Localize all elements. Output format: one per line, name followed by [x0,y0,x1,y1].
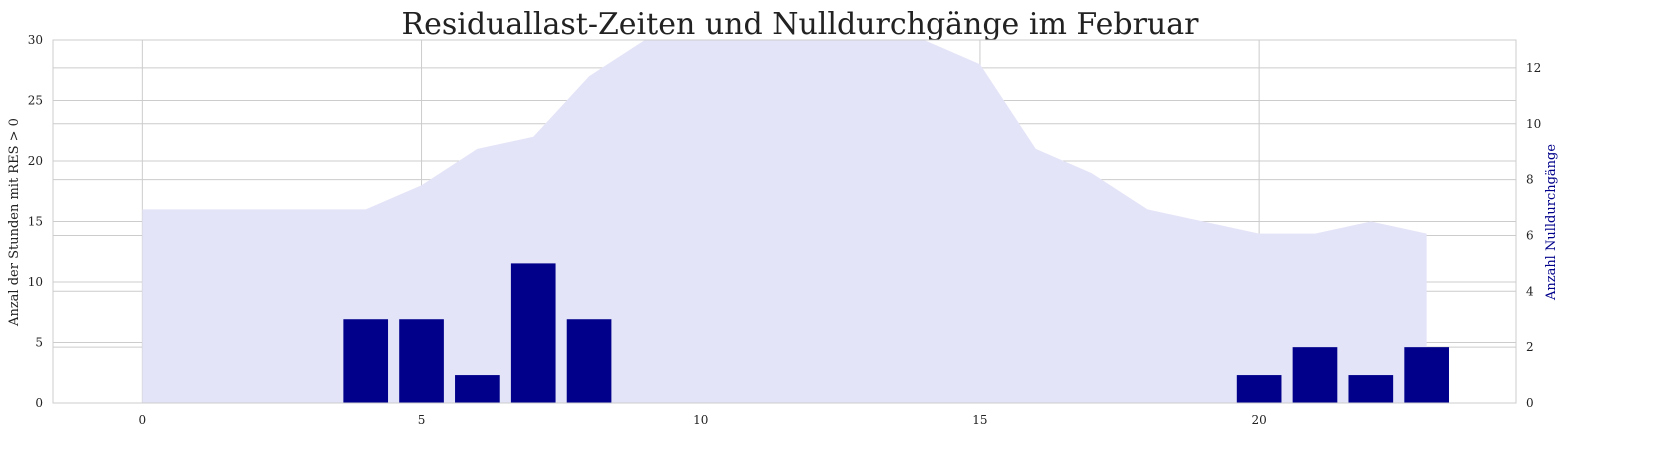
y-right-tick-label: 10 [1526,117,1541,131]
y-left-tick-label: 15 [28,215,43,229]
bar-20 [1236,375,1282,403]
bar-8 [566,319,612,403]
y-axis-right-ticks: 0 2 4 6 8 10 12 [1526,61,1541,410]
y-axis-left-ticks: 0 5 10 15 20 25 30 [28,33,43,410]
y-left-tick-label: 10 [28,275,43,289]
x-tick-label: 20 [1251,413,1266,427]
y-right-tick-label: 6 [1526,228,1534,242]
bar-5 [399,319,444,403]
bar-21 [1292,347,1338,403]
area-residual-hours [142,40,1427,403]
y-right-tick-label: 2 [1526,340,1534,354]
y-right-tick-label: 0 [1526,396,1534,410]
y-right-tick-label: 12 [1526,61,1541,75]
y-axis-left-label: Anzal der Stunden mit RES > 0 [7,118,22,327]
bar-4 [343,319,389,403]
y-right-tick-label: 4 [1526,284,1534,298]
x-tick-label: 0 [139,413,147,427]
bar-23 [1404,347,1449,403]
y-left-tick-label: 30 [28,33,43,47]
y-right-tick-label: 8 [1526,173,1534,187]
x-tick-label: 10 [693,413,708,427]
bar-6 [455,375,500,403]
x-tick-label: 15 [972,413,987,427]
y-left-tick-label: 5 [35,336,43,350]
y-left-tick-label: 0 [35,396,43,410]
y-left-tick-label: 20 [28,154,43,168]
y-left-tick-label: 25 [28,94,43,108]
bar-series [343,263,1449,403]
chart-title: Residuallast-Zeiten und Nulldurchgänge i… [402,7,1200,42]
bar-7 [510,263,556,403]
plot-frame [52,39,1517,404]
x-tick-label: 5 [418,413,426,427]
x-axis-ticks: 0 5 10 15 20 [139,413,1267,427]
y-axis-right-label: Anzahl Nulldurchgänge [1544,144,1559,301]
bar-22 [1348,375,1394,403]
area-series [142,40,1427,403]
